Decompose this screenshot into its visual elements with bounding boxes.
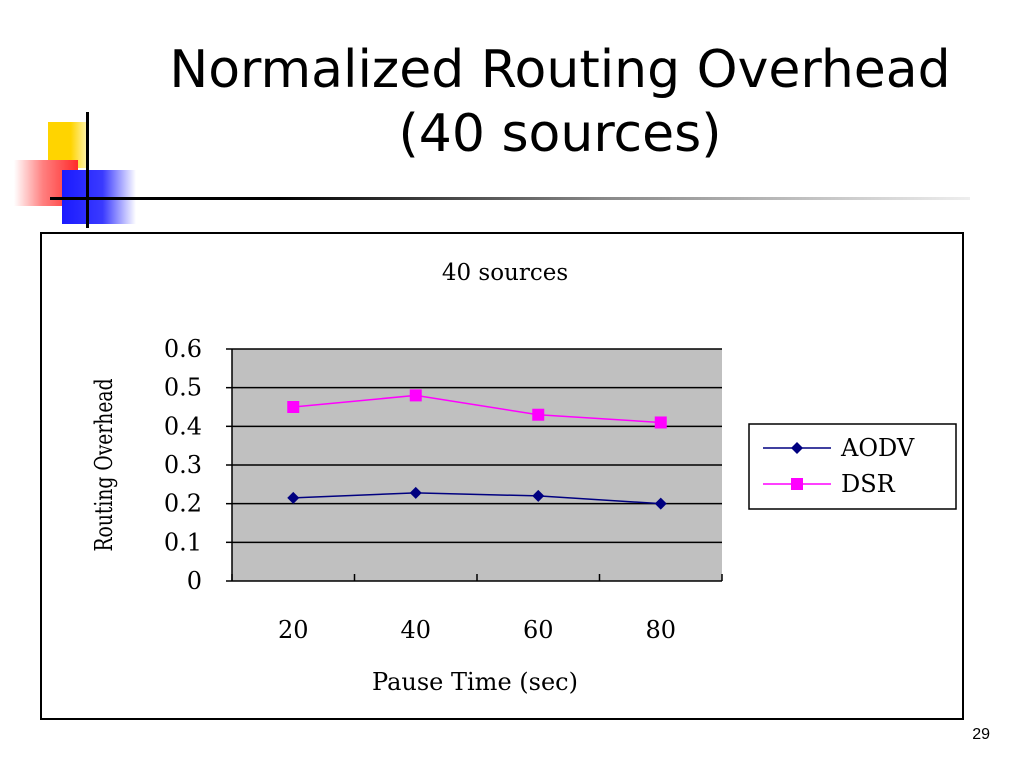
decorative-horizontal-rule (50, 197, 970, 200)
data-point-dsr (532, 408, 545, 421)
legend-box (748, 423, 957, 510)
x-tick-label: 60 (523, 616, 554, 644)
data-point-dsr (287, 401, 300, 413)
slide-title: Normalized Routing Overhead (40 sources) (120, 38, 1000, 166)
page-number: 29 (972, 726, 990, 743)
y-tick-label: 0.6 (164, 335, 202, 363)
legend-label-dsr: DSR (841, 470, 896, 498)
chart-frame: 40 sources 0 0.1 0.2 0.3 0.4 0.5 0.6 20 40 60 80 Pau… (40, 232, 964, 720)
y-tick-label: 0.4 (164, 412, 202, 440)
y-tick-label: 0 (187, 567, 202, 595)
legend-marker-dsr (791, 478, 803, 490)
data-point-dsr (409, 389, 422, 402)
chart-title: 40 sources (442, 260, 568, 286)
x-tick-label: 20 (278, 616, 309, 644)
legend-marker-aodv (791, 442, 803, 454)
data-point-aodv (532, 489, 545, 502)
series-line-dsr (293, 394, 661, 424)
y-axis-label: Routing Overhead (91, 378, 119, 551)
data-point-aodv (287, 491, 300, 504)
x-tick-label: 80 (645, 616, 676, 644)
y-tick-label: 0.5 (164, 374, 202, 402)
y-tick-label: 0.3 (164, 451, 202, 479)
y-tick-label: 0.2 (164, 490, 202, 518)
legend-label-aodv: AODV (840, 434, 915, 462)
line-chart: 40 sources 0 0.1 0.2 0.3 0.4 0.5 0.6 20 40 60 80 Pau… (91, 260, 957, 696)
data-point-dsr (654, 416, 667, 429)
x-axis-label: Pause Time (sec) (372, 668, 578, 696)
slide-title-line-1: Normalized Routing Overhead (169, 40, 951, 100)
x-tick-label: 40 (400, 616, 431, 644)
data-point-aodv (409, 486, 422, 499)
y-tick-label: 0.1 (164, 528, 202, 556)
series-line-aodv (293, 492, 661, 505)
decorative-vertical-line (86, 112, 89, 228)
slide-title-line-2: (40 sources) (398, 104, 722, 164)
data-point-aodv (654, 497, 667, 510)
